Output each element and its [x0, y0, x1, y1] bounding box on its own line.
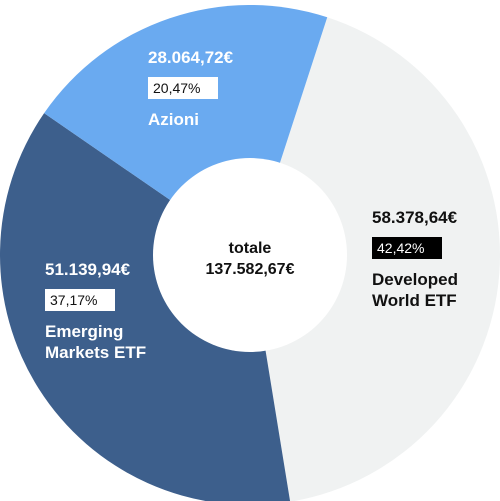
donut-hole	[153, 158, 347, 352]
slice-developed-world-etf[interactable]	[250, 17, 500, 501]
total-label: totale	[229, 240, 272, 257]
slice-name-label: Azioni	[148, 110, 199, 129]
slice-emerging-markets-etf[interactable]	[0, 113, 291, 501]
slice-label-group: 51.139,94€ 37,17% Emerging Markets ETF	[45, 260, 146, 362]
total-value: 137.582,67€	[206, 261, 295, 278]
slice-label-group: 28.064,72€ 20,47% Azioni	[148, 48, 234, 129]
percent-badge	[45, 289, 115, 311]
percent-label: 42,42%	[377, 240, 424, 256]
slice-name-label: Emerging	[45, 322, 123, 341]
percent-label: 37,17%	[50, 292, 97, 308]
slice-name-label: World ETF	[372, 291, 457, 310]
slice-labels: 58.378,64€ 42,42% Developed World ETF 51.139…	[45, 48, 458, 362]
percent-badge	[148, 77, 218, 99]
slice-label-group: 58.378,64€ 42,42% Developed World ETF	[372, 208, 458, 310]
slice-value-label: 58.378,64€	[372, 208, 458, 227]
slice-value-label: 51.139,94€	[45, 260, 131, 279]
percent-badge	[372, 237, 442, 259]
slice-name-label: Developed	[372, 270, 458, 289]
percent-label: 20,47%	[153, 80, 200, 96]
slice-value-label: 28.064,72€	[148, 48, 234, 67]
slice-name-label: Markets ETF	[45, 343, 146, 362]
